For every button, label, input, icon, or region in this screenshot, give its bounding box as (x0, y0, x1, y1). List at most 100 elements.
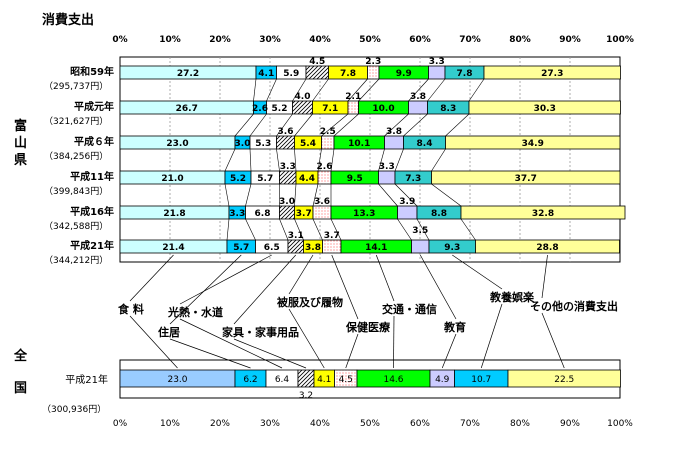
legend-arrow-up (233, 254, 297, 325)
legend-label: 住居 (158, 325, 180, 339)
bar-value-label: 3.9 (399, 197, 415, 207)
bar-value-label: 13.3 (353, 209, 375, 219)
legend-arrow-down (480, 303, 503, 369)
bar-segment (475, 239, 620, 254)
legend-label: 被服及び履物 (277, 295, 343, 309)
bar-value-label: 14.1 (365, 243, 387, 253)
x-tick-label-bottom: 50% (360, 419, 380, 429)
bar-value-label: 6.5 (264, 243, 280, 253)
legend-arrow-down (345, 333, 359, 369)
bar-value-label: 28.8 (536, 243, 558, 253)
legend-arrow-up (129, 254, 174, 302)
bar-value-label: 5.7 (257, 174, 273, 184)
bar-value-label: 26.7 (176, 104, 198, 114)
series-connector-line (294, 183, 297, 207)
bar-value-label: 23.0 (166, 139, 188, 149)
national-bar-value-label: 23.0 (167, 375, 187, 385)
bar-value-label: 5.9 (283, 69, 299, 79)
series-connector-line (333, 113, 359, 137)
legend-label: 交通・通信 (382, 302, 437, 316)
series-connector-line (253, 78, 257, 102)
national-bar-value-label: 3.2 (299, 391, 313, 401)
bar-segment (322, 239, 342, 254)
national-bar-value-label: 10.7 (471, 375, 491, 385)
bar-segment (276, 135, 295, 150)
bar-value-label: 4.1 (258, 69, 274, 79)
series-connector-line (276, 113, 293, 137)
bar-value-label: 3.8 (410, 92, 426, 102)
legend-arrow-down (541, 312, 565, 369)
legend-label: 保健医療 (345, 320, 391, 334)
series-connector-line (294, 113, 313, 137)
legend-arrow-up (288, 254, 314, 295)
bar-value-label: 4.5 (309, 57, 325, 67)
row-amount-label: （384,256円） (44, 151, 108, 162)
region-label-char: 全 (13, 348, 28, 364)
series-connector-line (468, 78, 485, 102)
series-connector-line (358, 78, 380, 102)
legend-arrow-down (169, 338, 251, 369)
x-tick-label-bottom: 70% (460, 419, 480, 429)
bar-value-label: 3.6 (278, 127, 294, 137)
x-tick-label-top: 40% (309, 35, 331, 45)
series-connector-line (378, 183, 398, 207)
bar-value-label: 3.7 (296, 209, 312, 219)
x-tick-label-bottom: 90% (560, 419, 580, 429)
bar-segment (312, 205, 332, 220)
bar-segment (411, 239, 430, 254)
bar-value-label: 21.8 (163, 209, 185, 219)
legend-label: 食 料 (118, 302, 144, 316)
bar-value-label: 32.8 (532, 209, 554, 219)
series-connector-line (312, 78, 329, 102)
national-bar-value-label: 14.6 (383, 375, 403, 385)
bar-value-label: 8.4 (417, 139, 433, 149)
bar-value-label: 8.8 (431, 209, 447, 219)
bar-value-label: 3.7 (324, 231, 340, 241)
row-year-label: 平成11年 (70, 170, 114, 183)
bar-value-label: 3.0 (235, 139, 251, 149)
series-connector-line (460, 218, 476, 241)
series-connector-line (445, 113, 470, 137)
bar-segment (445, 135, 621, 150)
bar-value-label: 5.2 (230, 174, 246, 184)
bar-value-label: 3.0 (279, 197, 295, 207)
bar-segment (317, 170, 332, 185)
series-connector-line (394, 148, 404, 172)
national-bar-value-label: 4.5 (339, 375, 353, 385)
national-bar-value-label: 4.1 (317, 375, 331, 385)
series-connector-line (394, 183, 418, 207)
x-tick-label-bottom: 0% (113, 419, 128, 429)
bar-value-label: 8.3 (440, 104, 456, 114)
x-tick-label-top: 70% (459, 35, 481, 45)
bar-segment (367, 65, 380, 80)
bar-value-label: 2.1 (345, 92, 361, 102)
bar-value-label: 21.0 (161, 174, 183, 184)
x-tick-label-bottom: 60% (410, 419, 430, 429)
series-connector-line (224, 183, 230, 207)
x-tick-label-bottom: 30% (260, 419, 280, 429)
series-connector-line (266, 78, 277, 102)
row-amount-label: （344,212円） (44, 255, 108, 266)
series-connector-line (317, 148, 322, 172)
legend-arrow-down (393, 315, 395, 369)
bar-segment (305, 65, 329, 80)
x-tick-label-bottom: 100% (607, 419, 633, 429)
region-label-char: 山 (14, 135, 27, 151)
bar-value-label: 9.9 (396, 69, 412, 79)
x-tick-label-top: 90% (559, 35, 581, 45)
x-axis-bottom: 0% 10% 20% 30% 40% 50% 60% 70% 80% 90% 100% (113, 419, 633, 429)
row-amount-label: （342,588円） (44, 221, 108, 232)
x-tick-label-bottom: 40% (310, 419, 330, 429)
legend-arrow-down (129, 315, 178, 369)
bar-segment (279, 170, 297, 185)
bar-value-label: 4.4 (299, 174, 315, 184)
series-connector-line (330, 148, 335, 172)
series-connector-line (347, 78, 368, 102)
bar-segment (287, 239, 304, 254)
bar-value-label: 7.8 (457, 69, 473, 79)
x-tick-label-top: 100% (606, 35, 634, 45)
bar-value-label: 5.7 (233, 243, 249, 253)
bar-value-label: 2.5 (320, 127, 336, 137)
bar-value-label: 3.5 (412, 226, 428, 236)
